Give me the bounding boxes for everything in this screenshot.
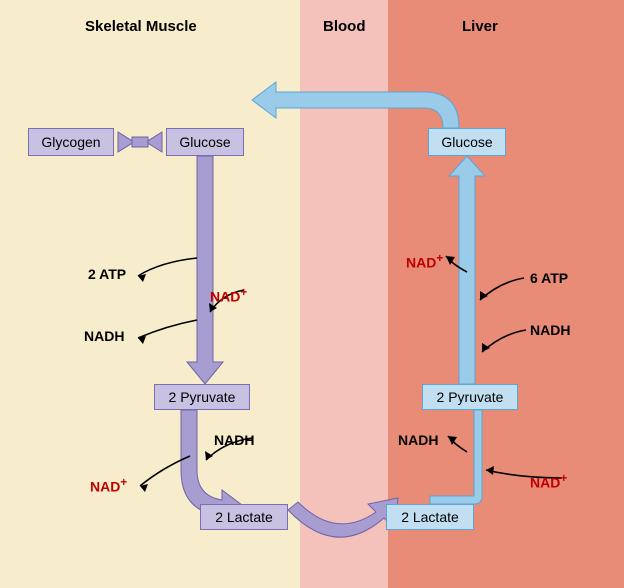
label-nad-liver-upper: NAD+	[406, 252, 443, 271]
node-pyruvate-muscle: 2 Pyruvate	[154, 384, 250, 410]
node-glycogen: Glycogen	[28, 128, 114, 156]
label-nad-muscle-lower: NAD+	[90, 476, 127, 495]
node-lactate-muscle: 2 Lactate	[200, 504, 288, 530]
label-nad-muscle-upper: NAD+	[210, 286, 247, 305]
region-liver	[388, 0, 624, 588]
node-glucose-liver: Glucose	[428, 128, 506, 156]
cori-cycle-diagram: Skeletal Muscle Blood Liver	[0, 0, 624, 588]
label-6atp: 6 ATP	[530, 270, 568, 286]
label-2atp: 2 ATP	[88, 266, 126, 282]
label-nadh-liver-upper: NADH	[530, 322, 570, 338]
label-nadh-muscle-upper: NADH	[84, 328, 124, 344]
label-nad-liver-lower: NAD+	[530, 472, 567, 491]
heading-liver: Liver	[462, 18, 498, 35]
region-muscle	[0, 0, 300, 588]
label-nadh-muscle-lower: NADH	[214, 432, 254, 448]
region-blood	[300, 0, 388, 588]
heading-muscle: Skeletal Muscle	[85, 18, 197, 35]
node-pyruvate-liver: 2 Pyruvate	[422, 384, 518, 410]
label-nadh-liver-lower: NADH	[398, 432, 438, 448]
node-glucose-muscle: Glucose	[166, 128, 244, 156]
heading-blood: Blood	[323, 18, 366, 35]
node-lactate-liver: 2 Lactate	[386, 504, 474, 530]
